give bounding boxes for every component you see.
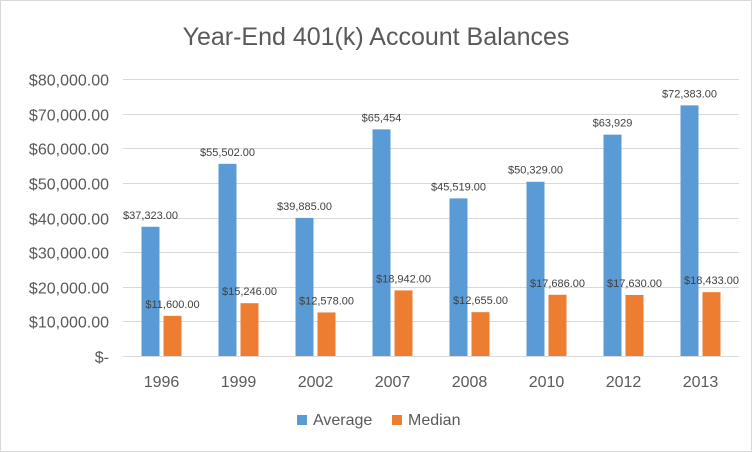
y-tick-label: $40,000.00 [29,212,109,229]
y-tick-label: $50,000.00 [29,177,109,194]
y-tick-label: $10,000.00 [29,315,109,332]
x-tick-label: 2013 [683,374,719,391]
data-label-average-2008: $45,519.00 [431,181,486,193]
bar-average-2012 [603,134,622,356]
data-label-median-2007: $18,942.00 [376,273,431,285]
legend-swatch-median [392,415,402,425]
data-label-average-2007: $65,454 [362,112,402,124]
bar-average-1999 [218,163,237,356]
bar-average-2010 [526,181,545,356]
x-tick-label: 1999 [221,374,257,391]
data-label-average-1999: $55,502.00 [200,147,255,159]
bar-average-2007 [372,129,391,356]
data-label-average-1996: $37,323.00 [123,210,178,222]
bar-median-2002 [317,312,336,356]
x-tick-label: 2010 [529,374,565,391]
data-labels: $37,323.00 $11,600.00 $55,502.00 $15,246.00… [123,88,739,310]
data-label-median-2002: $12,578.00 [299,295,354,307]
x-tick-label: 2008 [452,374,488,391]
data-label-median-1996: $11,600.00 [145,299,199,311]
legend-label-average: Average [313,412,372,429]
data-label-median-1999: $15,246.00 [222,286,277,298]
bar-average-2002 [295,217,314,356]
x-tick-label: 2012 [606,374,642,391]
bar-median-2012 [625,294,644,356]
bar-average-1996 [141,226,160,356]
y-tick-label: $30,000.00 [29,246,109,263]
bar-median-2008 [471,312,490,356]
bar-median-1996 [163,315,182,356]
bar-median-2010 [548,294,567,356]
bars [141,105,721,356]
x-tick-label: 2002 [298,374,334,391]
data-label-average-2002: $39,885.00 [277,201,332,213]
gridlines [123,79,739,357]
data-label-median-2013: $18,433.00 [684,275,739,287]
chart-title: Year-End 401(k) Account Balances [183,23,570,51]
x-tick-label: 1996 [144,374,180,391]
legend-swatch-average [297,415,307,425]
data-label-median-2012: $17,630.00 [607,278,662,290]
data-label-median-2010: $17,686.00 [530,278,585,290]
y-tick-label: $60,000.00 [29,142,109,159]
bar-median-1999 [240,303,259,356]
data-label-average-2013: $72,383.00 [662,88,717,100]
bar-average-2008 [449,198,468,356]
data-label-average-2012: $63,929 [593,118,633,130]
legend-label-median: Median [408,412,460,429]
data-label-average-2010: $50,329.00 [508,165,563,177]
y-tick-label: $70,000.00 [29,108,109,125]
legend: Average Median [297,412,460,429]
bar-median-2013 [702,292,721,356]
y-tick-label: $- [95,350,109,367]
data-label-median-2008: $12,655.00 [453,295,508,307]
x-tick-label: 2007 [375,374,411,391]
bar-average-2013 [680,105,699,356]
y-axis-tick-labels: $- $10,000.00 $20,000.00 $30,000.00 $40,000.… [29,73,109,367]
x-axis-tick-labels: 1996 1999 2002 2007 2008 2010 2012 2013 [144,374,719,391]
y-tick-label: $80,000.00 [29,73,109,90]
y-tick-label: $20,000.00 [29,281,109,298]
bar-median-2007 [394,290,413,356]
